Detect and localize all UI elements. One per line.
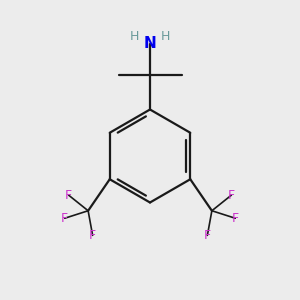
- Text: F: F: [232, 212, 239, 225]
- Text: F: F: [228, 189, 235, 202]
- Text: F: F: [61, 212, 68, 225]
- Text: F: F: [204, 229, 211, 242]
- Text: F: F: [65, 189, 72, 202]
- Text: H: H: [130, 30, 139, 44]
- Text: N: N: [144, 36, 156, 51]
- Text: F: F: [89, 229, 96, 242]
- Text: H: H: [161, 30, 170, 44]
